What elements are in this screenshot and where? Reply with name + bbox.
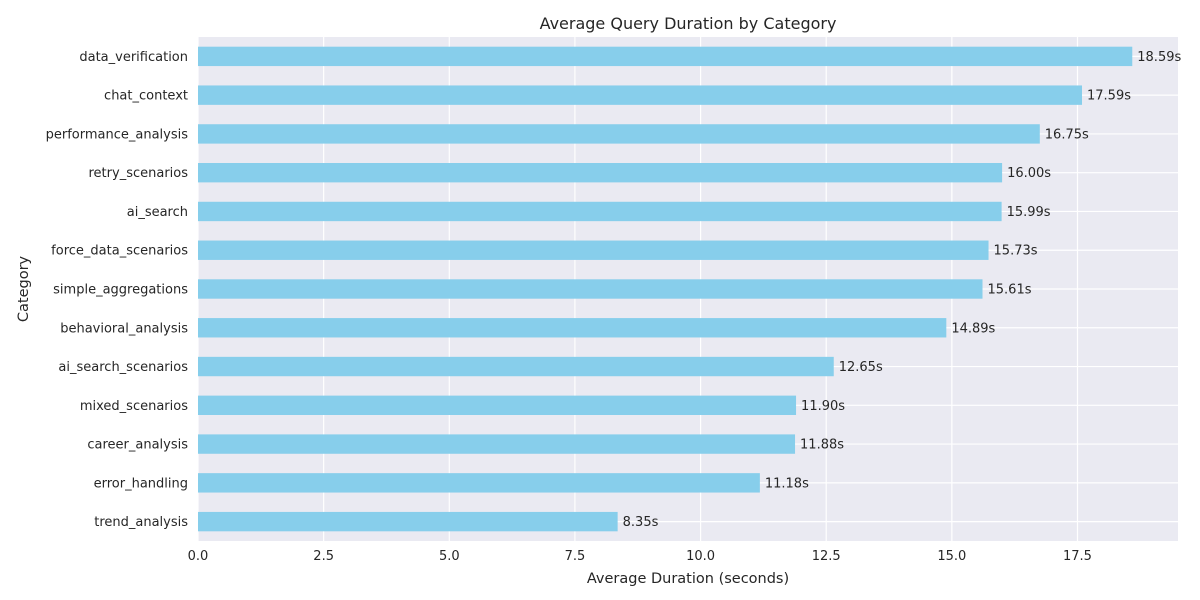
y-tick-label: trend_analysis — [94, 515, 188, 530]
y-tick-label: chat_context — [104, 89, 188, 104]
data-label: 18.59s — [1137, 50, 1181, 65]
x-tick-labels: 0.0 2.5 5.0 7.5 10.0 12.5 15.0 17.5 — [188, 549, 1092, 564]
y-tick-label: ai_search_scenarios — [58, 360, 188, 375]
data-label: 17.59s — [1087, 89, 1131, 104]
bars-group — [198, 46, 1133, 532]
bar-force_data_scenarios — [198, 240, 989, 260]
y-tick-label: mixed_scenarios — [80, 399, 188, 414]
y-axis-label: Category — [16, 255, 32, 322]
x-tick-label: 15.0 — [937, 549, 966, 564]
bar-mixed_scenarios — [198, 395, 797, 415]
bar-retry_scenarios — [198, 163, 1003, 183]
bar-behavioral_analysis — [198, 318, 947, 338]
data-label: 12.65s — [839, 360, 883, 375]
bar-chat_context — [198, 85, 1083, 105]
y-tick-label: ai_search — [127, 205, 188, 220]
data-label: 11.90s — [801, 399, 845, 414]
x-axis-label: Average Duration (seconds) — [587, 571, 789, 587]
y-tick-labels: data_verification chat_context performance… — [46, 50, 189, 530]
data-label: 11.88s — [800, 438, 844, 453]
x-tick-label: 17.5 — [1063, 549, 1092, 564]
y-tick-label: behavioral_analysis — [60, 321, 188, 336]
y-tick-label: simple_aggregations — [53, 283, 188, 298]
x-tick-label: 0.0 — [188, 549, 209, 564]
bar-trend_analysis — [198, 511, 618, 532]
bar-data_verification — [198, 46, 1133, 67]
x-tick-label: 5.0 — [439, 549, 460, 564]
chart-title: Average Query Duration by Category — [540, 14, 837, 33]
y-tick-label: force_data_scenarios — [51, 244, 188, 259]
data-label: 14.89s — [951, 321, 995, 336]
y-tick-label: career_analysis — [87, 438, 188, 453]
data-label: 16.00s — [1007, 166, 1051, 181]
data-label: 15.99s — [1007, 205, 1051, 220]
bar-ai_search — [198, 201, 1002, 222]
data-label: 15.73s — [994, 244, 1038, 259]
data-labels: 18.59s 17.59s 16.75s 16.00s 15.99s 15.73s 15.6… — [623, 50, 1182, 530]
x-tick-label: 12.5 — [812, 549, 841, 564]
data-label: 8.35s — [623, 515, 659, 530]
bar-career_analysis — [198, 434, 796, 454]
data-label: 16.75s — [1045, 127, 1089, 142]
y-tick-label: error_handling — [94, 476, 188, 491]
y-tick-label: data_verification — [79, 50, 188, 65]
bar-ai_search_scenarios — [198, 356, 834, 377]
bar-simple_aggregations — [198, 279, 983, 299]
x-tick-label: 7.5 — [565, 549, 586, 564]
x-tick-label: 10.0 — [686, 549, 715, 564]
bar-error_handling — [198, 473, 760, 493]
y-tick-label: retry_scenarios — [89, 166, 189, 181]
data-label: 15.61s — [988, 283, 1032, 298]
x-tick-label: 2.5 — [313, 549, 334, 564]
data-label: 11.18s — [765, 476, 809, 491]
bar-performance_analysis — [198, 124, 1040, 144]
y-tick-label: performance_analysis — [46, 127, 189, 142]
